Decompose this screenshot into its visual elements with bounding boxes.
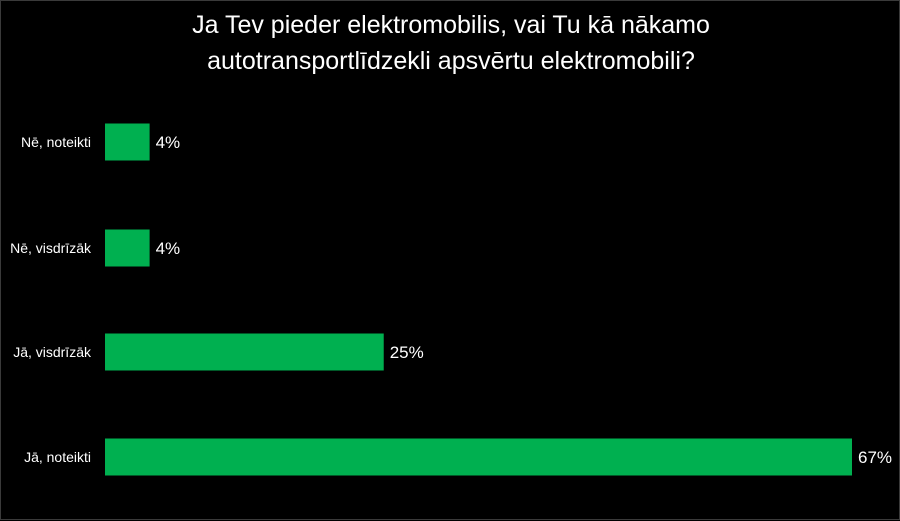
- value-label-3: 67%: [858, 448, 892, 467]
- bar-2: [105, 333, 384, 371]
- bar-0: [105, 123, 150, 161]
- bar-1: [105, 229, 150, 267]
- chart-title-line-2: autotransportlīdzekli apsvērtu elektromo…: [207, 47, 695, 75]
- bar-3: [105, 438, 852, 476]
- value-label-0: 4%: [156, 133, 181, 152]
- chart-title: Ja Tev pieder elektromobilis, vai Tu kā …: [1, 7, 900, 79]
- category-label-1: Nē, visdrīzāk: [10, 240, 92, 256]
- value-label-1: 4%: [156, 239, 181, 258]
- category-label-3: Jā, noteikti: [24, 449, 91, 465]
- category-label-0: Nē, noteikti: [21, 134, 91, 150]
- category-label-2: Jā, visdrīzāk: [13, 344, 92, 360]
- chart-title-line-1: Ja Tev pieder elektromobilis, vai Tu kā …: [192, 11, 710, 39]
- value-label-2: 25%: [390, 343, 424, 362]
